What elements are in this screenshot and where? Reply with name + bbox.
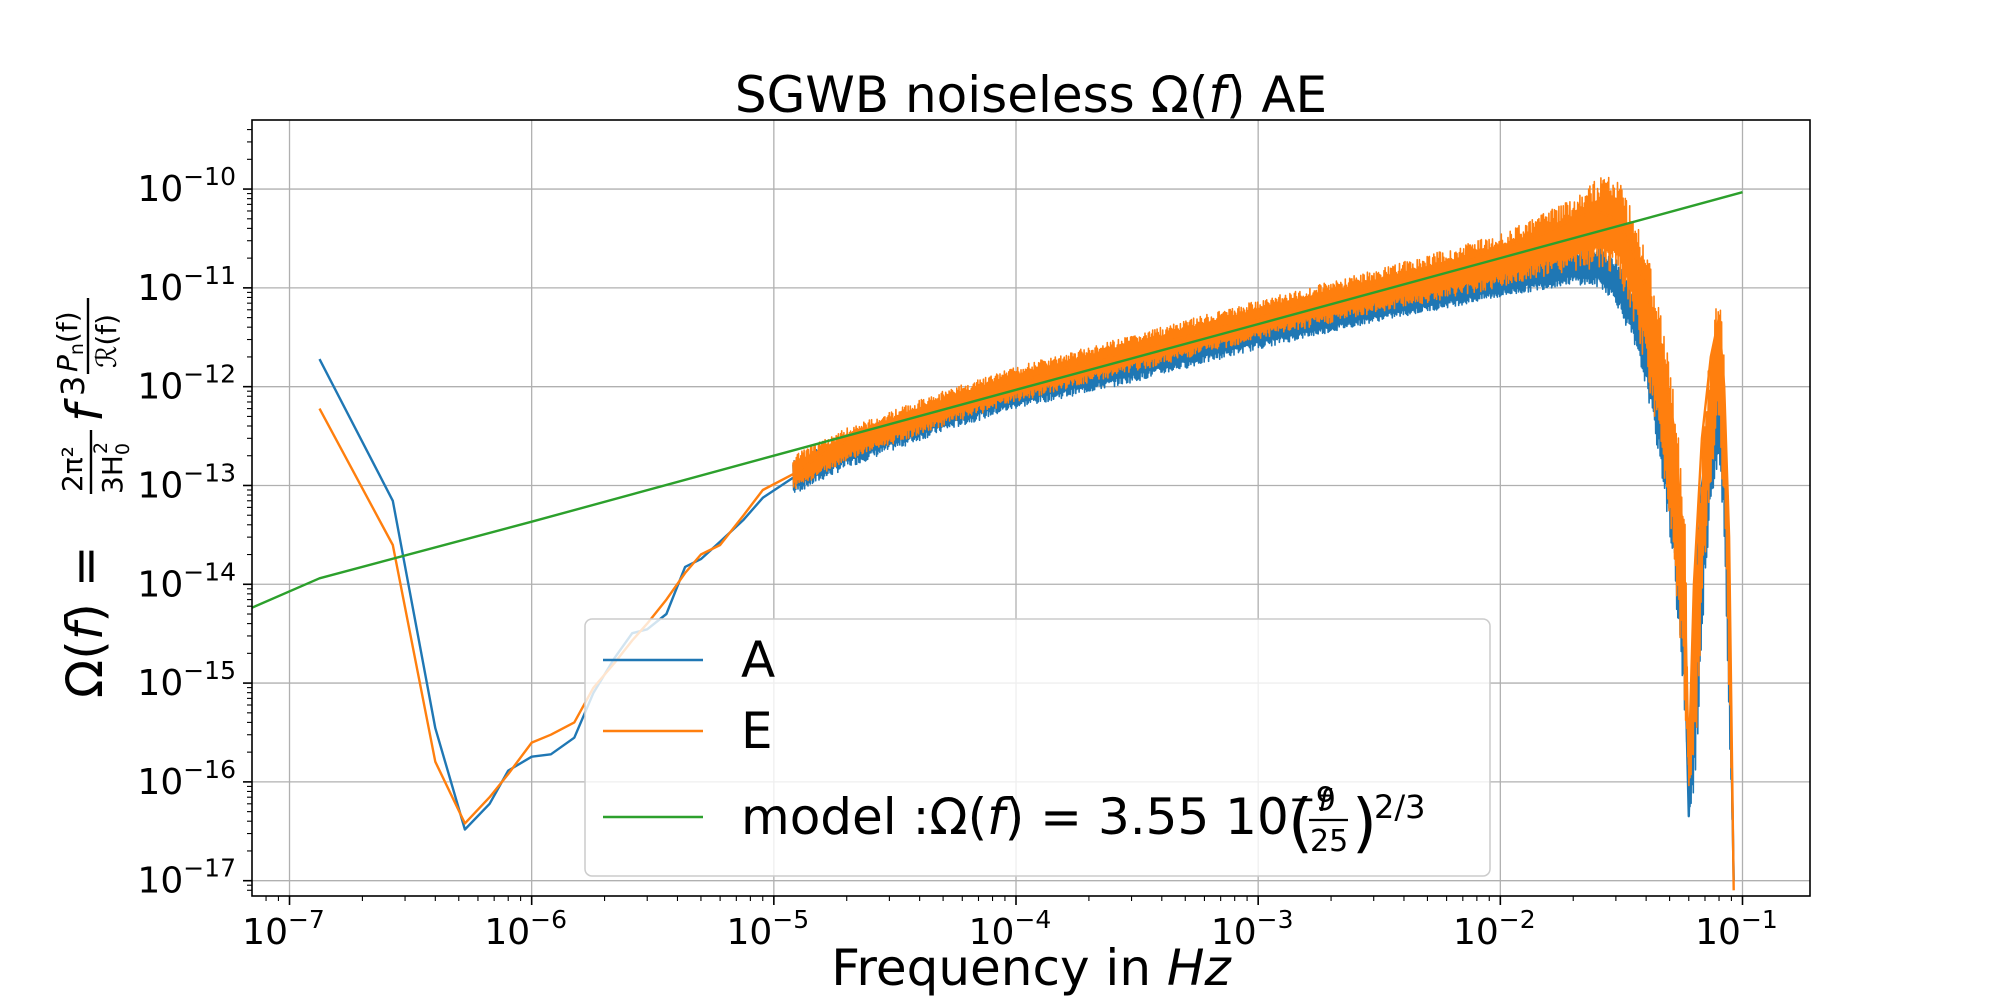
y-tick-label: 10−17	[137, 854, 236, 902]
y-axis: 10−17 10−16 10−15 10−14 10−13 10−12 10−11 10−10	[137, 129, 252, 902]
legend-label-A: A	[741, 631, 775, 689]
legend-power: 2/3	[1374, 788, 1426, 826]
plot-frame	[251, 119, 1811, 897]
x-tick-label: 10−1	[1695, 905, 1778, 953]
y-tick-label: 10−13	[137, 458, 236, 506]
legend-box	[584, 618, 1491, 877]
x-tick-label: 10−6	[484, 905, 567, 953]
y-label-frac2-den: ℛ(f)	[90, 314, 123, 368]
legend-frac-den: 25	[1310, 824, 1348, 859]
y-tick-label: 10−10	[137, 162, 236, 210]
y-tick-label: 10−15	[137, 656, 236, 704]
y-axis-label: Ω(f) = 2π² 3H02 f 3 Pn(f) ℛ(f)	[51, 298, 134, 698]
y-label-frac2-num: Pn(f)	[51, 311, 88, 372]
legend-paren-close: )	[1352, 787, 1377, 861]
legend-label-model: model :Ω(f) = 3.55 10−9	[741, 780, 1336, 846]
y-tick-label: 10−16	[137, 755, 236, 803]
series-model-line	[252, 191, 1743, 609]
chart-title: SGWB noiseless Ω(f) AE	[735, 66, 1327, 124]
x-tick-label: 10−2	[1453, 905, 1536, 953]
legend: A E model :Ω(f) = 3.55 10−9 ( f 25 ) 2/3	[584, 618, 1491, 877]
y-tick-label: 10−11	[137, 261, 236, 309]
legend-label-E: E	[741, 702, 773, 760]
x-axis-label: Frequency in Hz	[831, 939, 1232, 997]
y-label-frac1-den: 3H02	[90, 442, 134, 494]
y-label-f-exp: 3	[54, 376, 92, 396]
y-label-frac1-num: 2π²	[56, 446, 89, 492]
x-tick-label: 10−7	[242, 905, 325, 953]
svg-text:Ω(f) =: Ω(f) =	[56, 545, 114, 698]
x-tick-label: 10−3	[1211, 905, 1294, 953]
y-tick-label: 10−14	[137, 557, 236, 605]
series-layer	[252, 176, 1743, 891]
x-tick-label: 10−4	[969, 905, 1052, 953]
x-axis: 10−7 10−6 10−5 10−4 10−3 10−2 10−1	[242, 896, 1778, 953]
y-tick-label: 10−12	[137, 360, 236, 408]
legend-paren-open: (	[1288, 787, 1313, 861]
x-tick-label: 10−5	[727, 905, 810, 953]
series-E-line	[318, 209, 1735, 891]
